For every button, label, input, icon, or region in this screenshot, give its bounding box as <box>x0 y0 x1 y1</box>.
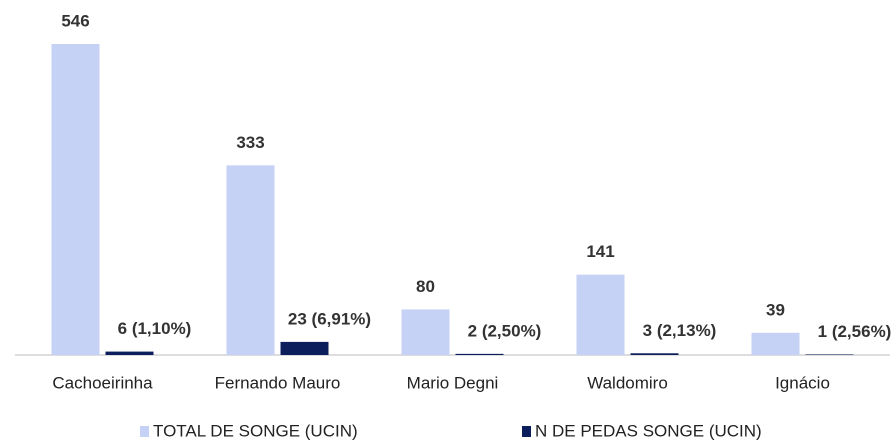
bar <box>805 354 854 355</box>
value-label: 39 <box>766 300 785 319</box>
value-label: 333 <box>236 133 264 152</box>
bar <box>226 165 275 355</box>
value-label: 23 (6,91%) <box>288 309 371 328</box>
bar <box>751 332 800 355</box>
x-tick-label: Waldomiro <box>587 373 668 392</box>
x-tick-label: Fernando Mauro <box>215 373 341 392</box>
legend-label: N DE PEDAS SONGE (UCIN) <box>535 421 762 440</box>
x-tick-label: Cachoeirinha <box>52 373 153 392</box>
legend-swatch <box>140 426 149 437</box>
value-label: 6 (1,10%) <box>118 319 192 338</box>
bar <box>576 274 625 355</box>
value-label: 80 <box>416 277 435 296</box>
legend-swatch <box>522 426 531 437</box>
bar <box>105 351 154 355</box>
x-tick-label: Ignácio <box>775 373 830 392</box>
bar <box>401 309 450 355</box>
bar <box>280 341 329 355</box>
legend-label: TOTAL DE SONGE (UCIN) <box>153 421 358 440</box>
bar <box>630 353 679 355</box>
value-label: 2 (2,50%) <box>468 321 542 340</box>
value-label: 141 <box>586 242 614 261</box>
bar <box>51 44 100 355</box>
bar <box>455 353 504 355</box>
value-label: 3 (2,13%) <box>643 321 717 340</box>
value-label: 1 (2,56%) <box>818 322 892 341</box>
value-label: 546 <box>61 11 89 30</box>
x-tick-label: Mario Degni <box>407 373 499 392</box>
